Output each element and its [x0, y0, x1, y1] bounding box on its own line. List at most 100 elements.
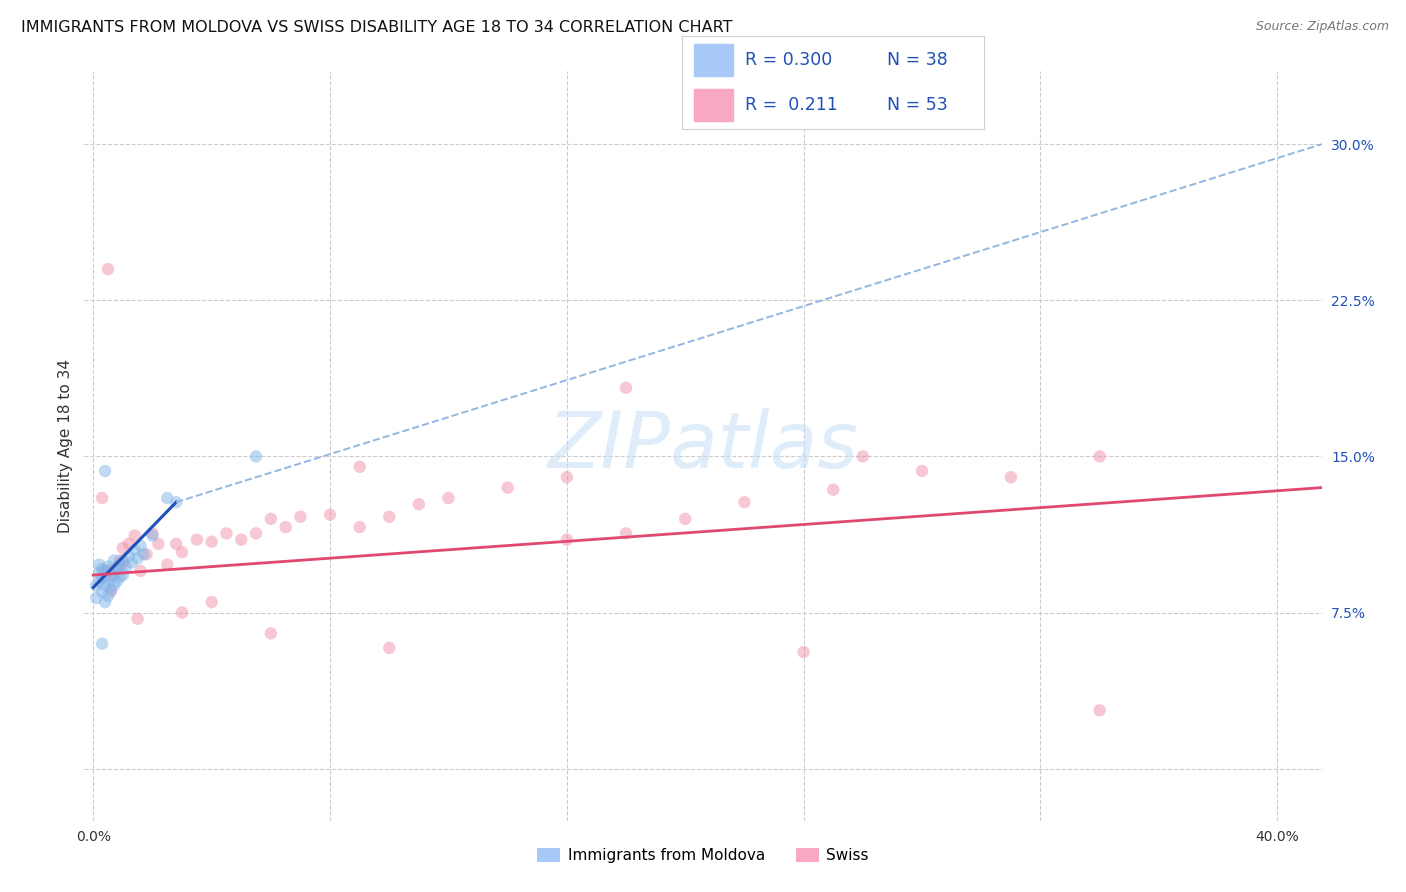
Point [89, 574, 111, 589]
Point [1088, 450, 1111, 464]
Point [170, 606, 193, 620]
Point [614, 526, 637, 541]
Point [135, 547, 157, 561]
Point [148, 537, 170, 551]
Point [100, 584, 122, 599]
Point [108, 553, 131, 567]
Point [111, 568, 134, 582]
Point [108, 558, 131, 572]
Point [274, 520, 297, 534]
Point [91, 491, 114, 505]
Y-axis label: Disability Age 18 to 34: Disability Age 18 to 34 [58, 359, 73, 533]
Point [124, 543, 146, 558]
Point [170, 545, 193, 559]
Point [94, 578, 117, 592]
Point [129, 564, 152, 578]
Text: ZIPatlas: ZIPatlas [547, 408, 859, 484]
Point [94, 564, 117, 578]
Point [91, 637, 114, 651]
Point [111, 553, 134, 567]
Point [349, 459, 371, 474]
Point [97, 574, 120, 589]
Point [156, 491, 179, 505]
Point [103, 564, 125, 578]
Point [437, 491, 460, 505]
Point [793, 645, 815, 659]
Point [231, 533, 253, 547]
Point [201, 534, 224, 549]
Point [105, 559, 128, 574]
Text: N = 53: N = 53 [887, 96, 948, 114]
Point [105, 574, 128, 589]
Point [1000, 470, 1022, 484]
Point [91, 584, 114, 599]
Bar [695, 44, 734, 76]
Point [733, 495, 755, 509]
Point [94, 464, 117, 478]
Point [823, 483, 845, 497]
Point [165, 495, 187, 509]
Point [84, 578, 107, 592]
Text: N = 38: N = 38 [887, 51, 948, 69]
Point [100, 582, 122, 597]
Point [103, 578, 125, 592]
Point [319, 508, 342, 522]
Point [852, 450, 875, 464]
Point [201, 595, 224, 609]
Point [97, 564, 120, 578]
Point [121, 556, 143, 570]
Point [260, 626, 283, 640]
Point [349, 520, 371, 534]
Text: Source: ZipAtlas.com: Source: ZipAtlas.com [1256, 20, 1389, 33]
Point [91, 562, 114, 576]
Point [215, 526, 238, 541]
Point [911, 464, 934, 478]
Point [114, 559, 136, 574]
Point [94, 570, 117, 584]
Point [555, 533, 578, 547]
Text: R = 0.300: R = 0.300 [745, 51, 832, 69]
Point [111, 541, 134, 555]
Point [165, 537, 187, 551]
Point [245, 526, 267, 541]
Point [378, 509, 401, 524]
Point [97, 559, 120, 574]
Point [127, 612, 149, 626]
Point [94, 595, 117, 609]
Point [97, 589, 120, 603]
Point [124, 528, 146, 542]
Point [408, 497, 430, 511]
Point [673, 512, 696, 526]
Point [129, 539, 152, 553]
Point [555, 470, 578, 484]
Point [496, 481, 519, 495]
Point [84, 591, 107, 605]
Text: R =  0.211: R = 0.211 [745, 96, 838, 114]
Point [108, 570, 131, 584]
Point [103, 568, 125, 582]
Point [290, 509, 312, 524]
Point [186, 533, 208, 547]
Point [89, 566, 111, 580]
Point [118, 537, 141, 551]
Point [141, 526, 163, 541]
Point [141, 528, 163, 542]
Point [118, 549, 141, 564]
Point [111, 558, 134, 572]
Point [156, 558, 179, 572]
Point [97, 262, 120, 277]
Point [89, 558, 111, 572]
Bar [695, 89, 734, 121]
Point [614, 381, 637, 395]
Point [378, 640, 401, 655]
Text: IMMIGRANTS FROM MOLDOVA VS SWISS DISABILITY AGE 18 TO 34 CORRELATION CHART: IMMIGRANTS FROM MOLDOVA VS SWISS DISABIL… [21, 20, 733, 35]
Point [97, 564, 120, 578]
Point [91, 570, 114, 584]
Point [1088, 703, 1111, 717]
Point [100, 568, 122, 582]
Point [132, 547, 155, 561]
Point [245, 450, 267, 464]
Point [260, 512, 283, 526]
Point [105, 562, 128, 576]
Point [103, 553, 125, 567]
